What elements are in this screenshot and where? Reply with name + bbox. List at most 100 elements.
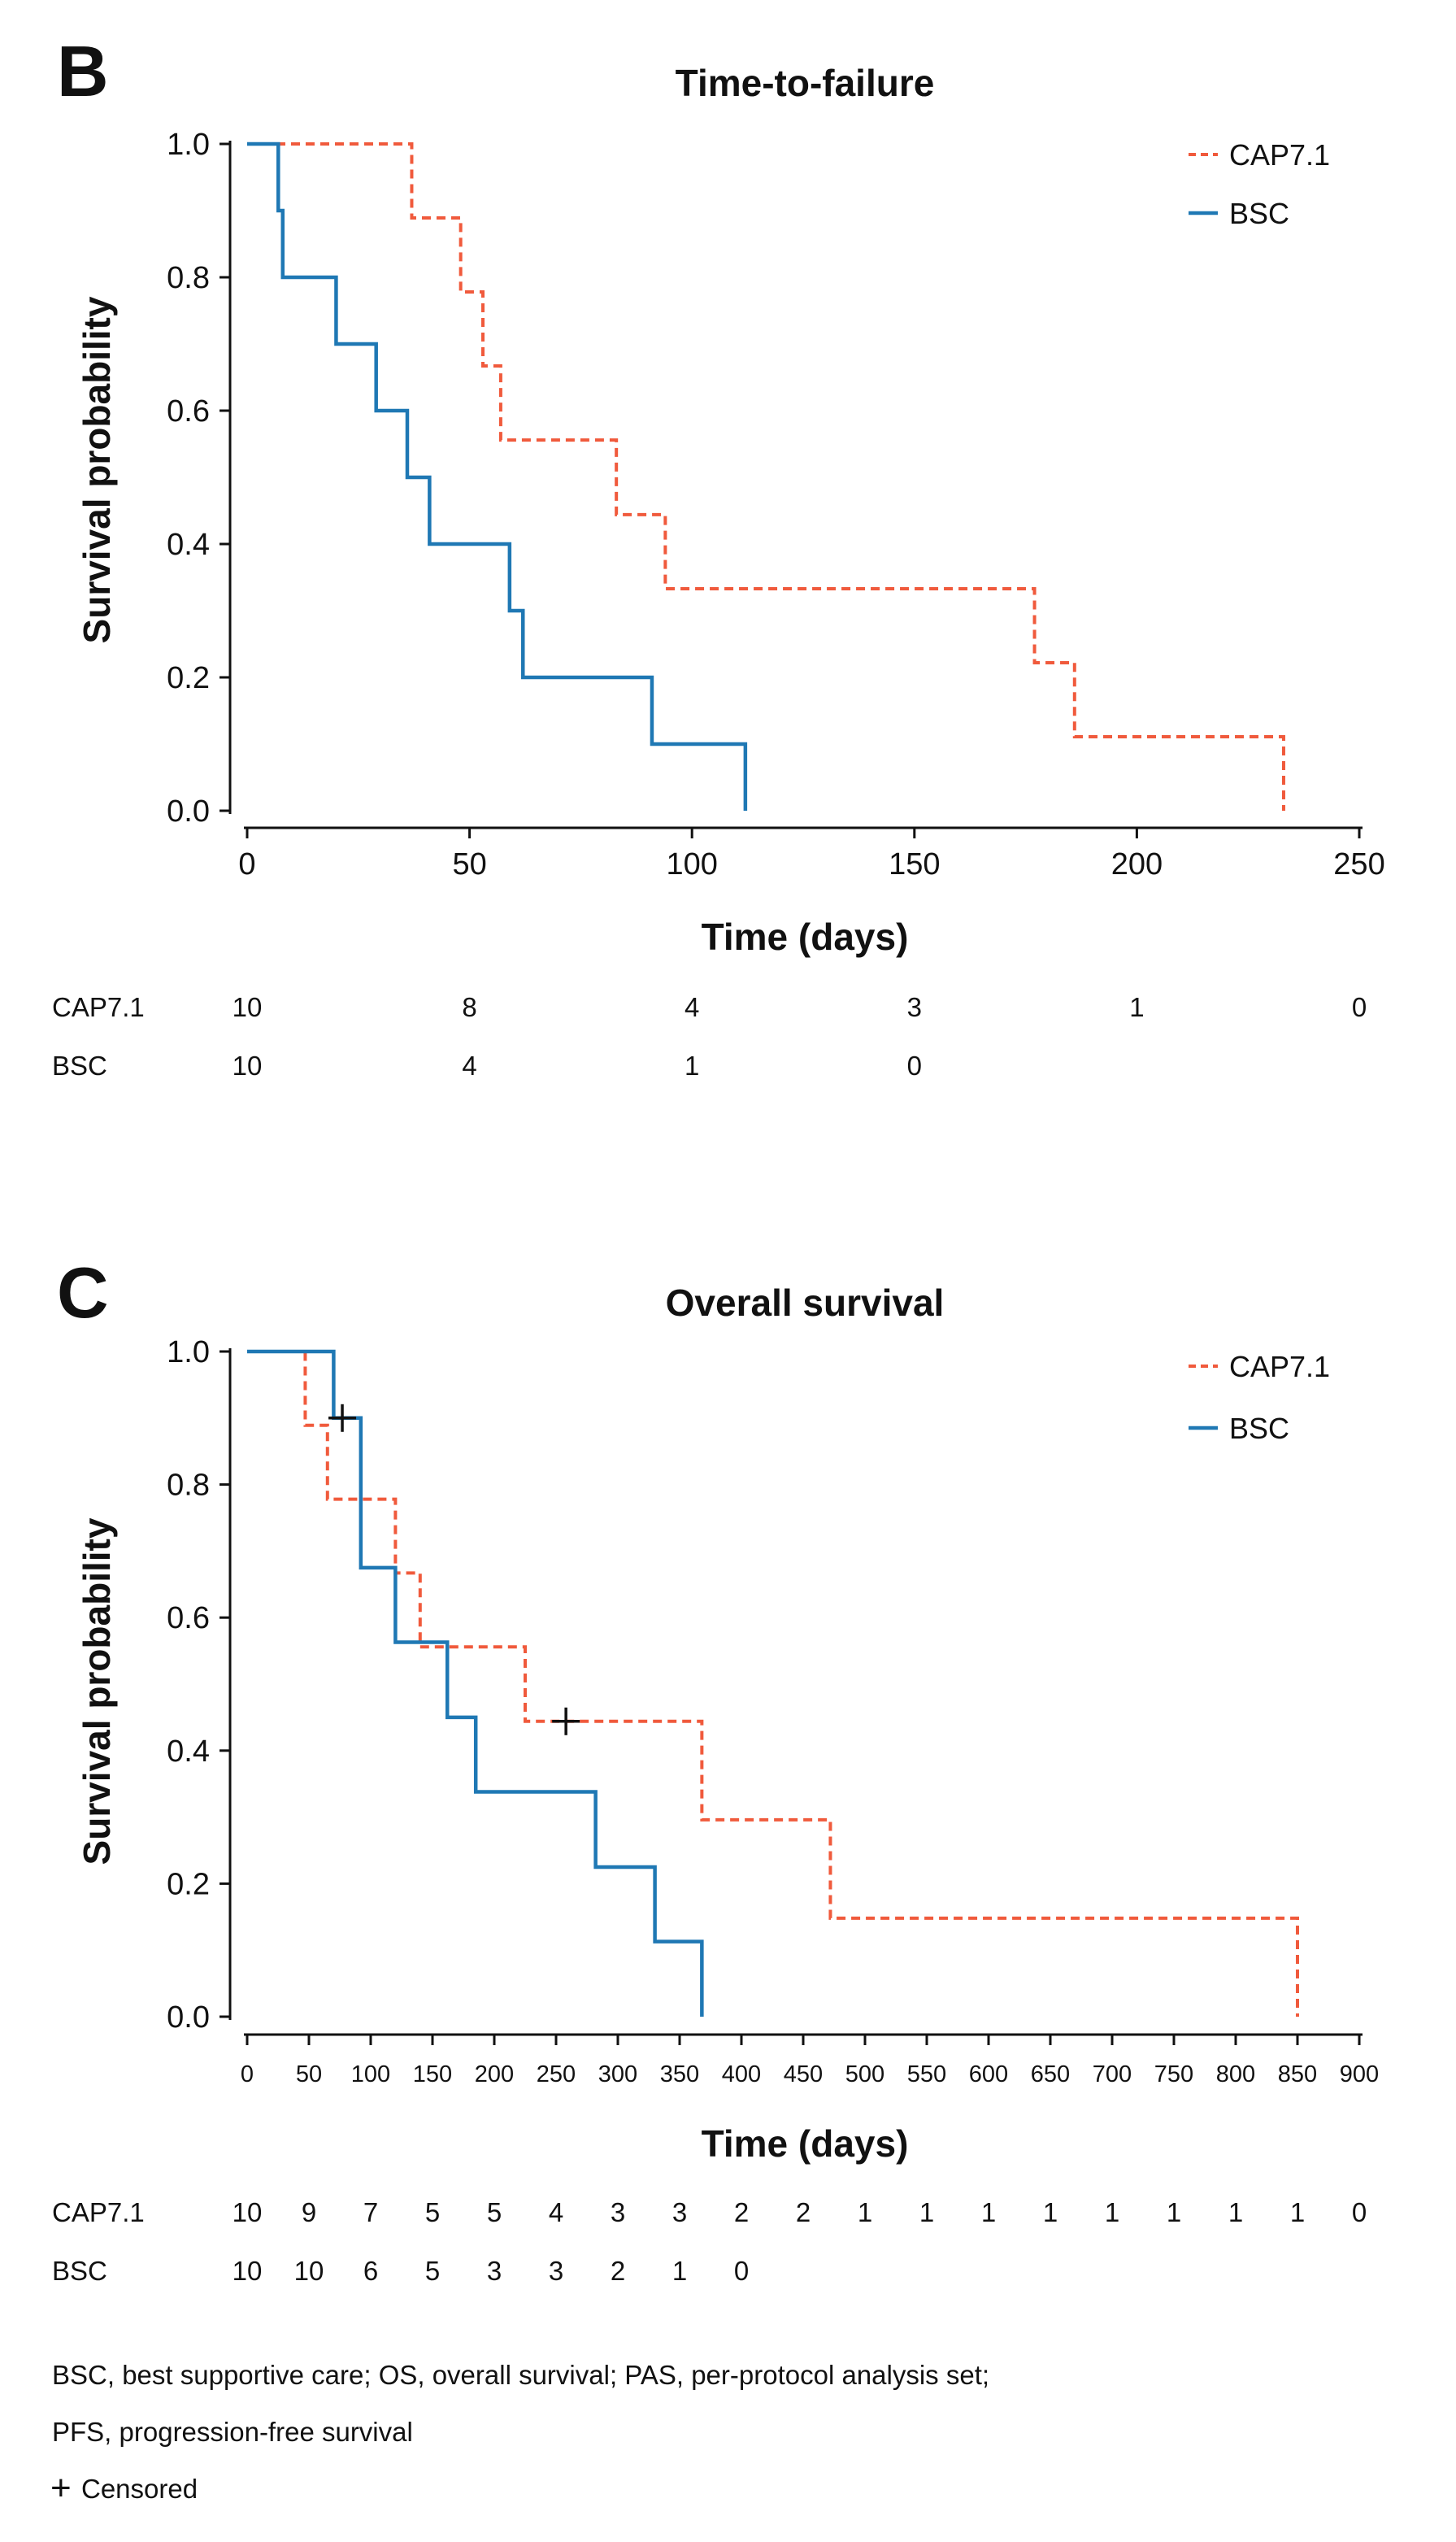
series-line-cap71-b (247, 142, 1285, 811)
legend-label-bsc-b: BSC (1229, 197, 1289, 230)
risk-value: 6 (363, 2256, 378, 2286)
risk-row-label-bsc-b: BSC (52, 1051, 107, 1081)
risk-row-label-cap71-c: CAP7.1 (52, 2197, 145, 2227)
y-tick-label: 0.8 (167, 261, 210, 295)
risk-value: 0 (1352, 992, 1367, 1022)
x-axis-label-b: Time (days) (702, 916, 909, 958)
risk-value: 10 (233, 2256, 263, 2286)
y-tick-label: 0.2 (167, 1867, 210, 1901)
risk-value: 5 (425, 2256, 440, 2286)
risk-value: 1 (1290, 2197, 1305, 2227)
risk-table-b: CAP7.1 BSC 10 8 4 3 1 010 4 1 0 (52, 992, 1367, 1081)
risk-value: 3 (907, 992, 922, 1022)
x-tick-label: 350 (660, 2061, 699, 2087)
legend-label-bsc-c: BSC (1229, 1412, 1289, 1445)
risk-value: 2 (611, 2256, 625, 2286)
risk-value: 5 (487, 2197, 502, 2227)
x-tick-label: 700 (1093, 2061, 1132, 2087)
y-tick-label: 0.0 (167, 2000, 210, 2035)
risk-value: 9 (302, 2197, 316, 2227)
x-tick-label: 200 (1111, 847, 1163, 881)
x-tick-label: 50 (296, 2061, 322, 2087)
x-tick-label: 500 (845, 2061, 884, 2087)
risk-value: 1 (858, 2197, 872, 2227)
risk-value: 3 (549, 2256, 563, 2286)
x-tick-label: 100 (666, 847, 717, 881)
risk-value: 0 (734, 2256, 749, 2286)
x-tick-label: 200 (475, 2061, 514, 2087)
x-tick-label: 650 (1031, 2061, 1070, 2087)
x-tick-label: 150 (413, 2061, 452, 2087)
y-tick-label: 0.8 (167, 1469, 210, 1503)
x-tick-label: 0 (241, 2061, 254, 2087)
risk-table-c: CAP7.1 BSC 10 9 7 5 5 4 3 3 2 2 1 1 1 1 1 1 1 1 010 10 6 5 3 3 2… (52, 2197, 1367, 2286)
panel-b-time-to-failure: B Time-to-failure Survival probability T… (52, 31, 1385, 1081)
y-tick-label: 0.0 (167, 794, 210, 829)
x-tick-label: 600 (969, 2061, 1008, 2087)
risk-value: 1 (1105, 2197, 1119, 2227)
footnote-line-2: PFS, progression-free survival (52, 2417, 413, 2447)
risk-value: 8 (462, 992, 476, 1022)
risk-value: 5 (425, 2197, 440, 2227)
x-tick-label: 850 (1278, 2061, 1317, 2087)
x-tick-label: 550 (907, 2061, 946, 2087)
risk-value: 10 (233, 1051, 263, 1081)
x-tick-label: 800 (1216, 2061, 1255, 2087)
risk-value: 1 (1043, 2197, 1058, 2227)
x-tick-label: 50 (452, 847, 486, 881)
censor-mark (552, 1707, 580, 1735)
legend-label-cap71-c: CAP7.1 (1229, 1350, 1330, 1383)
risk-value: 7 (363, 2197, 378, 2227)
risk-value: 4 (685, 992, 699, 1022)
x-tick-label: 250 (537, 2061, 576, 2087)
risk-value: 4 (462, 1051, 476, 1081)
legend-c: CAP7.1 BSC (1189, 1350, 1330, 1445)
risk-value: 1 (685, 1051, 699, 1081)
risk-row-label-cap71-b: CAP7.1 (52, 992, 145, 1022)
series-line-bsc-b (247, 141, 748, 811)
censor-mark (328, 1404, 357, 1432)
x-tick-label: 100 (351, 2061, 390, 2087)
risk-value: 3 (487, 2256, 502, 2286)
x-tick-label: 400 (722, 2061, 761, 2087)
y-ticks-c: 0.0 0.2 0.4 0.6 0.8 1.0 (167, 1335, 230, 2035)
x-tick-label: 300 (598, 2061, 637, 2087)
risk-row-label-bsc-c: BSC (52, 2256, 107, 2286)
x-ticks-b: 0 50 100 150 200 250 (238, 828, 1385, 881)
risk-value: 4 (549, 2197, 563, 2227)
footnote-line-1: BSC, best supportive care; OS, overall s… (52, 2360, 989, 2390)
y-tick-label: 0.6 (167, 394, 210, 429)
risk-value: 3 (611, 2197, 625, 2227)
x-tick-label: 450 (784, 2061, 823, 2087)
y-tick-label: 1.0 (167, 128, 210, 162)
censor-marks-c (328, 1404, 580, 1735)
censored-symbol-icon: + (50, 2468, 72, 2508)
risk-value: 2 (796, 2197, 811, 2227)
x-tick-label: 0 (238, 847, 255, 881)
x-tick-label: 900 (1340, 2061, 1379, 2087)
risk-values-c: 10 9 7 5 5 4 3 3 2 2 1 1 1 1 1 1 1 1 010 10 6 5 3 3 2 1 0 (233, 2197, 1367, 2286)
x-ticks-c: 0 50 100 150 200 250 300 350 400 450 500 550 600 650 7… (241, 2035, 1379, 2087)
risk-value: 1 (1129, 992, 1144, 1022)
risk-value: 1 (919, 2197, 934, 2227)
y-tick-label: 0.2 (167, 661, 210, 695)
footnote: BSC, best supportive care; OS, overall s… (50, 2360, 989, 2508)
chart-title-b: Time-to-failure (676, 62, 935, 104)
risk-value: 10 (233, 2197, 263, 2227)
x-tick-label: 150 (889, 847, 940, 881)
risk-value: 1 (672, 2256, 687, 2286)
y-tick-label: 0.6 (167, 1601, 210, 1635)
risk-values-b: 10 8 4 3 1 010 4 1 0 (233, 992, 1367, 1081)
censored-legend-label: Censored (81, 2474, 198, 2504)
legend-label-cap71-b: CAP7.1 (1229, 138, 1330, 172)
risk-value: 0 (1352, 2197, 1367, 2227)
panel-label-b: B (57, 31, 109, 111)
risk-value: 1 (1228, 2197, 1243, 2227)
x-tick-label: 750 (1154, 2061, 1193, 2087)
risk-value: 3 (672, 2197, 687, 2227)
risk-value: 2 (734, 2197, 749, 2227)
x-tick-label: 250 (1333, 847, 1384, 881)
y-tick-label: 1.0 (167, 1335, 210, 1369)
series-line-cap71-c (247, 1350, 1299, 2017)
y-axis-label-b: Survival probability (76, 296, 118, 643)
